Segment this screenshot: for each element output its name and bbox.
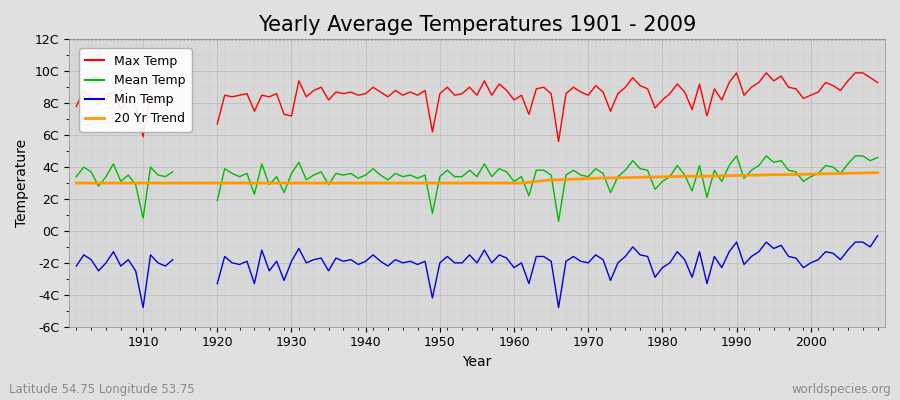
Max Temp	[71, 104, 82, 109]
Line: Mean Temp: Mean Temp	[76, 156, 878, 221]
Min Temp	[301, 260, 311, 265]
20 Yr Trend	[293, 181, 304, 186]
Max Temp	[605, 109, 616, 114]
Line: Min Temp: Min Temp	[76, 236, 878, 308]
Title: Yearly Average Temperatures 1901 - 2009: Yearly Average Temperatures 1901 - 2009	[257, 15, 696, 35]
Min Temp	[71, 264, 82, 268]
20 Yr Trend	[338, 181, 349, 186]
Min Temp	[872, 233, 883, 238]
Mean Temp	[605, 190, 616, 195]
20 Yr Trend	[501, 181, 512, 186]
Min Temp	[516, 260, 526, 265]
Mean Temp	[508, 179, 519, 184]
Min Temp	[130, 268, 141, 273]
X-axis label: Year: Year	[463, 355, 491, 369]
Legend: Max Temp, Mean Temp, Min Temp, 20 Yr Trend: Max Temp, Mean Temp, Min Temp, 20 Yr Tre…	[79, 48, 192, 132]
Text: Latitude 54.75 Longitude 53.75: Latitude 54.75 Longitude 53.75	[9, 383, 194, 396]
20 Yr Trend	[130, 181, 141, 186]
Mean Temp	[872, 155, 883, 160]
Min Temp	[346, 257, 356, 262]
Text: worldspecies.org: worldspecies.org	[791, 383, 891, 396]
Mean Temp	[71, 174, 82, 179]
20 Yr Trend	[598, 176, 608, 180]
Max Temp	[130, 104, 141, 109]
Max Temp	[301, 94, 311, 99]
Mean Temp	[346, 171, 356, 176]
Mean Temp	[301, 178, 311, 182]
Mean Temp	[516, 174, 526, 179]
Max Temp	[346, 90, 356, 94]
Line: 20 Yr Trend: 20 Yr Trend	[76, 173, 878, 183]
20 Yr Trend	[71, 181, 82, 186]
Mean Temp	[130, 182, 141, 187]
Max Temp	[508, 98, 519, 102]
Min Temp	[605, 278, 616, 283]
20 Yr Trend	[508, 181, 519, 186]
Max Temp	[516, 93, 526, 98]
Line: Max Temp: Max Temp	[76, 73, 878, 142]
Min Temp	[508, 265, 519, 270]
Max Temp	[872, 80, 883, 85]
20 Yr Trend	[872, 170, 883, 175]
Y-axis label: Temperature: Temperature	[15, 139, 29, 227]
